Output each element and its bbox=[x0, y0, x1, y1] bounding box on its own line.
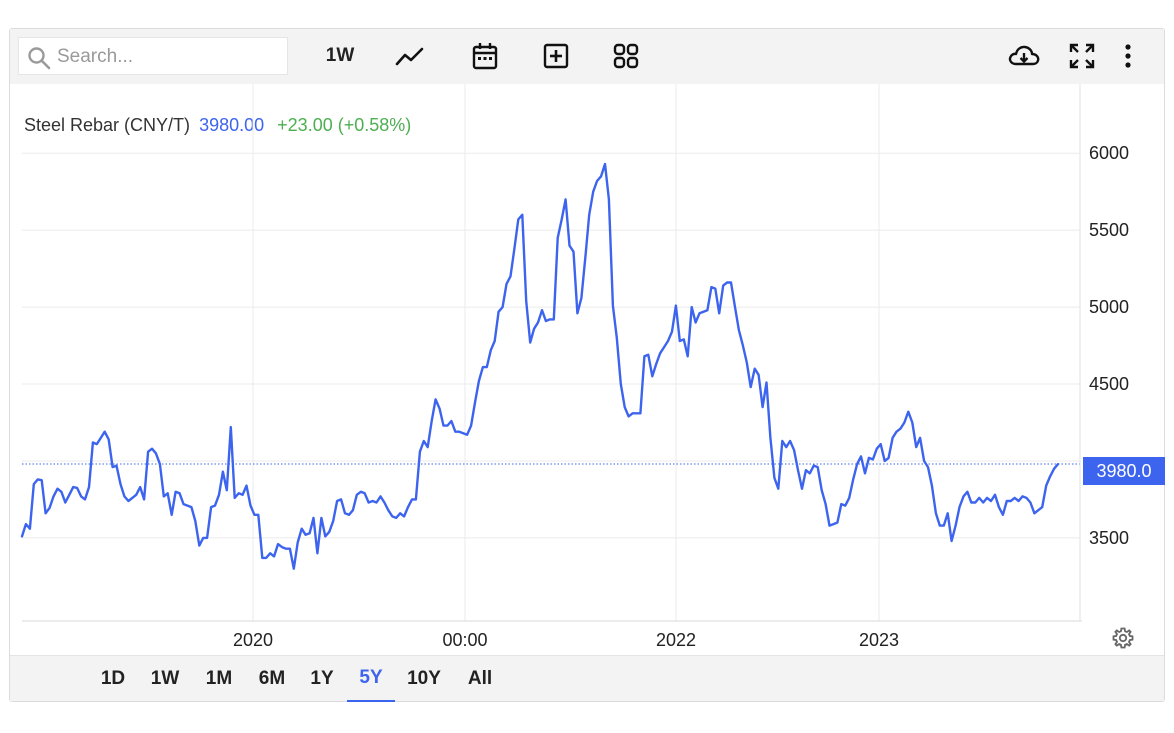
layout-button[interactable] bbox=[606, 39, 646, 73]
search-icon bbox=[28, 47, 51, 70]
add-icon bbox=[543, 43, 569, 69]
settings-icon[interactable] bbox=[1111, 626, 1135, 650]
x-tick-label: 2020 bbox=[233, 630, 273, 650]
range-button-1m[interactable]: 1M bbox=[205, 668, 233, 689]
add-indicator-button[interactable] bbox=[536, 39, 576, 73]
last-price-tag: 3980.0 bbox=[1083, 457, 1165, 485]
fullscreen-button[interactable] bbox=[1062, 39, 1102, 73]
x-tick-label: 2022 bbox=[656, 630, 696, 650]
search-box[interactable] bbox=[18, 37, 288, 75]
price-change: +23.00 (+0.58%) bbox=[277, 115, 412, 135]
download-button[interactable] bbox=[1004, 39, 1044, 73]
fullscreen-icon bbox=[1069, 43, 1095, 69]
toolbar: 1W bbox=[10, 29, 1164, 84]
line-chart-icon bbox=[395, 47, 424, 66]
y-tick-label: 5000 bbox=[1089, 297, 1129, 317]
calendar-icon bbox=[472, 43, 498, 70]
x-tick-label: 2023 bbox=[859, 630, 899, 650]
last-price: 3980.00 bbox=[199, 115, 265, 135]
chart-header: Steel Rebar (CNY/T) 3980.00 +23.00 (+0.5… bbox=[24, 115, 411, 136]
y-tick-label: 5500 bbox=[1089, 220, 1129, 240]
range-button-1y[interactable]: 1Y bbox=[310, 668, 334, 689]
search-input[interactable] bbox=[55, 44, 284, 70]
range-button-5y[interactable]: 5Y bbox=[347, 656, 395, 702]
interval-button[interactable]: 1W bbox=[315, 39, 365, 73]
chart-type-button[interactable] bbox=[390, 39, 430, 73]
y-tick-label: 4500 bbox=[1089, 374, 1129, 394]
chart-widget: 1W bbox=[9, 28, 1165, 702]
instrument-name: Steel Rebar (CNY/T) bbox=[24, 115, 191, 135]
more-icon bbox=[1125, 44, 1131, 68]
y-tick-label: 6000 bbox=[1089, 143, 1129, 163]
range-button-all[interactable]: All bbox=[467, 668, 493, 689]
range-button-6m[interactable]: 6M bbox=[258, 668, 286, 689]
date-range-button[interactable] bbox=[465, 39, 505, 73]
more-menu-button[interactable] bbox=[1112, 39, 1144, 73]
x-tick-label: 00:00 bbox=[442, 630, 487, 650]
range-button-1d[interactable]: 1D bbox=[100, 668, 126, 689]
range-button-1w[interactable]: 1W bbox=[150, 668, 180, 689]
grid-icon bbox=[613, 43, 639, 69]
line-chart[interactable]: 3500 4500 5000 5500 6000 2020 00:00 2022 2023 bbox=[10, 84, 1166, 656]
range-selector: 1D 1W 1M 6M 1Y 5Y 10Y All bbox=[10, 655, 1164, 702]
download-cloud-icon bbox=[1008, 45, 1040, 66]
interval-label: 1W bbox=[325, 45, 355, 66]
range-button-10y[interactable]: 10Y bbox=[407, 668, 441, 689]
series-line-steel-rebar bbox=[20, 162, 1060, 570]
y-tick-label: 3500 bbox=[1089, 528, 1129, 548]
